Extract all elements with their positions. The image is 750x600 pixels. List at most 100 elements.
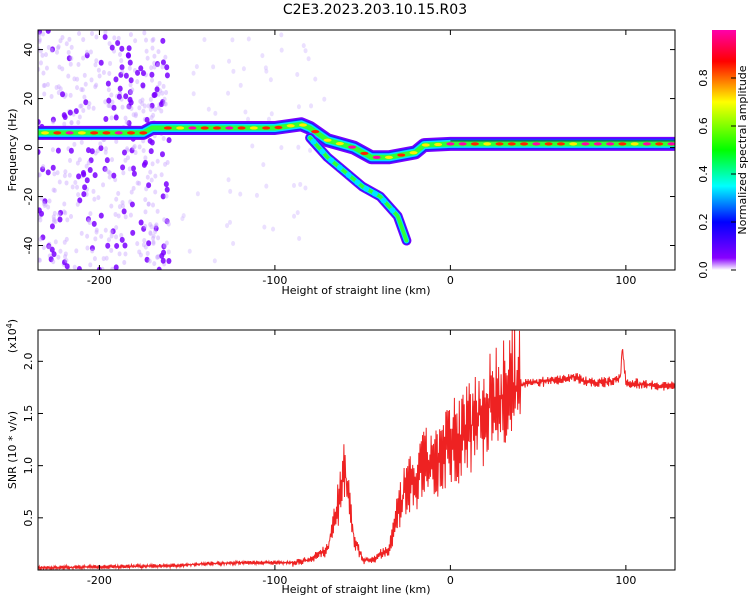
noise-blob — [47, 244, 52, 250]
branch-blob — [319, 148, 326, 155]
noise-blob — [111, 172, 117, 179]
noise-blob — [41, 31, 46, 37]
ridge-hot-spot — [225, 126, 234, 130]
noise-blob — [45, 30, 51, 34]
noise-blob — [143, 209, 148, 215]
noise-blob — [151, 36, 156, 42]
noise-blob — [107, 70, 112, 76]
noise-blob — [103, 146, 108, 152]
noise-blob — [51, 119, 56, 125]
y-tick-label: 40 — [22, 43, 35, 57]
noise-blob — [41, 83, 46, 89]
ridge-hot-spot — [544, 142, 553, 146]
noise-blob — [87, 167, 93, 174]
noise-blob — [56, 254, 61, 260]
noise-blob — [165, 218, 170, 224]
noise-blob — [41, 201, 46, 207]
noise-blob — [138, 219, 144, 226]
noise-blob — [70, 184, 75, 190]
noise-blob — [110, 157, 115, 163]
noise-blob — [77, 157, 82, 163]
noise-blob — [164, 64, 170, 71]
noise-blob — [164, 90, 169, 96]
noise-blob — [86, 218, 91, 224]
noise-blob — [103, 30, 108, 35]
noise-blob — [110, 266, 115, 270]
noise-blob — [254, 192, 259, 198]
noise-blob — [116, 191, 121, 197]
noise-blob — [121, 149, 127, 156]
noise-blob — [120, 164, 126, 171]
noise-blob — [160, 90, 165, 96]
spectrogram-y-ticks: -40 -20 0 20 40 — [22, 43, 675, 254]
x-tick-label: -200 — [87, 274, 112, 287]
noise-blob — [60, 34, 65, 40]
noise-blob — [127, 96, 133, 103]
noise-blob — [56, 45, 61, 51]
noise-blob — [149, 65, 154, 71]
noise-blob — [75, 85, 80, 91]
noise-blob — [38, 172, 42, 178]
noise-blob — [128, 32, 133, 38]
noise-blob — [50, 147, 55, 153]
noise-blob — [101, 256, 106, 262]
noise-blob — [75, 76, 80, 82]
noise-blob — [38, 32, 42, 38]
noise-blob — [75, 184, 80, 190]
noise-blob — [67, 36, 72, 42]
noise-blob — [108, 60, 113, 66]
noise-blob — [154, 86, 160, 93]
noise-blob — [38, 172, 41, 178]
noise-blob — [122, 242, 128, 249]
noise-blob — [160, 257, 166, 264]
noise-blob — [103, 116, 109, 123]
noise-blob — [72, 76, 77, 82]
noise-blob — [72, 264, 77, 270]
noise-blob — [74, 248, 79, 254]
noise-blob — [38, 257, 41, 263]
noise-blob — [84, 163, 89, 169]
noise-blob — [271, 226, 276, 232]
noise-blob — [85, 216, 91, 223]
noise-blob — [147, 258, 152, 264]
noise-blob — [86, 147, 92, 154]
noise-blob — [246, 116, 251, 122]
noise-blob — [119, 236, 125, 243]
noise-blob — [145, 55, 150, 61]
colorbar-tick-label: 0.6 — [697, 117, 710, 135]
noise-blob — [160, 59, 166, 66]
noise-blob — [144, 116, 150, 123]
noise-blob — [42, 198, 48, 205]
ridge-hot-spot — [470, 142, 479, 146]
noise-blob — [97, 73, 102, 79]
noise-blob — [113, 211, 118, 217]
noise-blob — [163, 181, 169, 188]
noise-blob — [38, 38, 42, 44]
noise-blob — [105, 80, 111, 87]
noise-blob — [131, 112, 136, 118]
noise-blob — [38, 66, 41, 72]
noise-blob — [109, 203, 114, 209]
branch-blob — [380, 197, 387, 204]
noise-blob — [164, 72, 170, 79]
noise-blob — [117, 52, 122, 58]
noise-blob — [144, 48, 149, 54]
noise-blob — [141, 161, 147, 168]
noise-blob — [40, 166, 46, 173]
noise-blob — [117, 85, 123, 92]
noise-blob — [116, 93, 122, 100]
noise-blob — [38, 30, 43, 35]
noise-blob — [106, 169, 111, 175]
noise-blob — [67, 172, 72, 178]
ridge-hot-spot — [655, 142, 664, 146]
snr-panel: -200 -100 0 100 0.5 1.0 1.5 2.0 Height of stra… — [5, 319, 676, 596]
y-tick-label: 2.0 — [22, 353, 35, 371]
noise-blob — [104, 157, 110, 164]
noise-blob — [161, 136, 166, 142]
noise-blob — [153, 229, 158, 235]
noise-blob — [88, 157, 94, 164]
ridge-hot-spot — [237, 126, 246, 130]
noise-blob — [38, 37, 42, 43]
noise-blob — [128, 77, 134, 84]
